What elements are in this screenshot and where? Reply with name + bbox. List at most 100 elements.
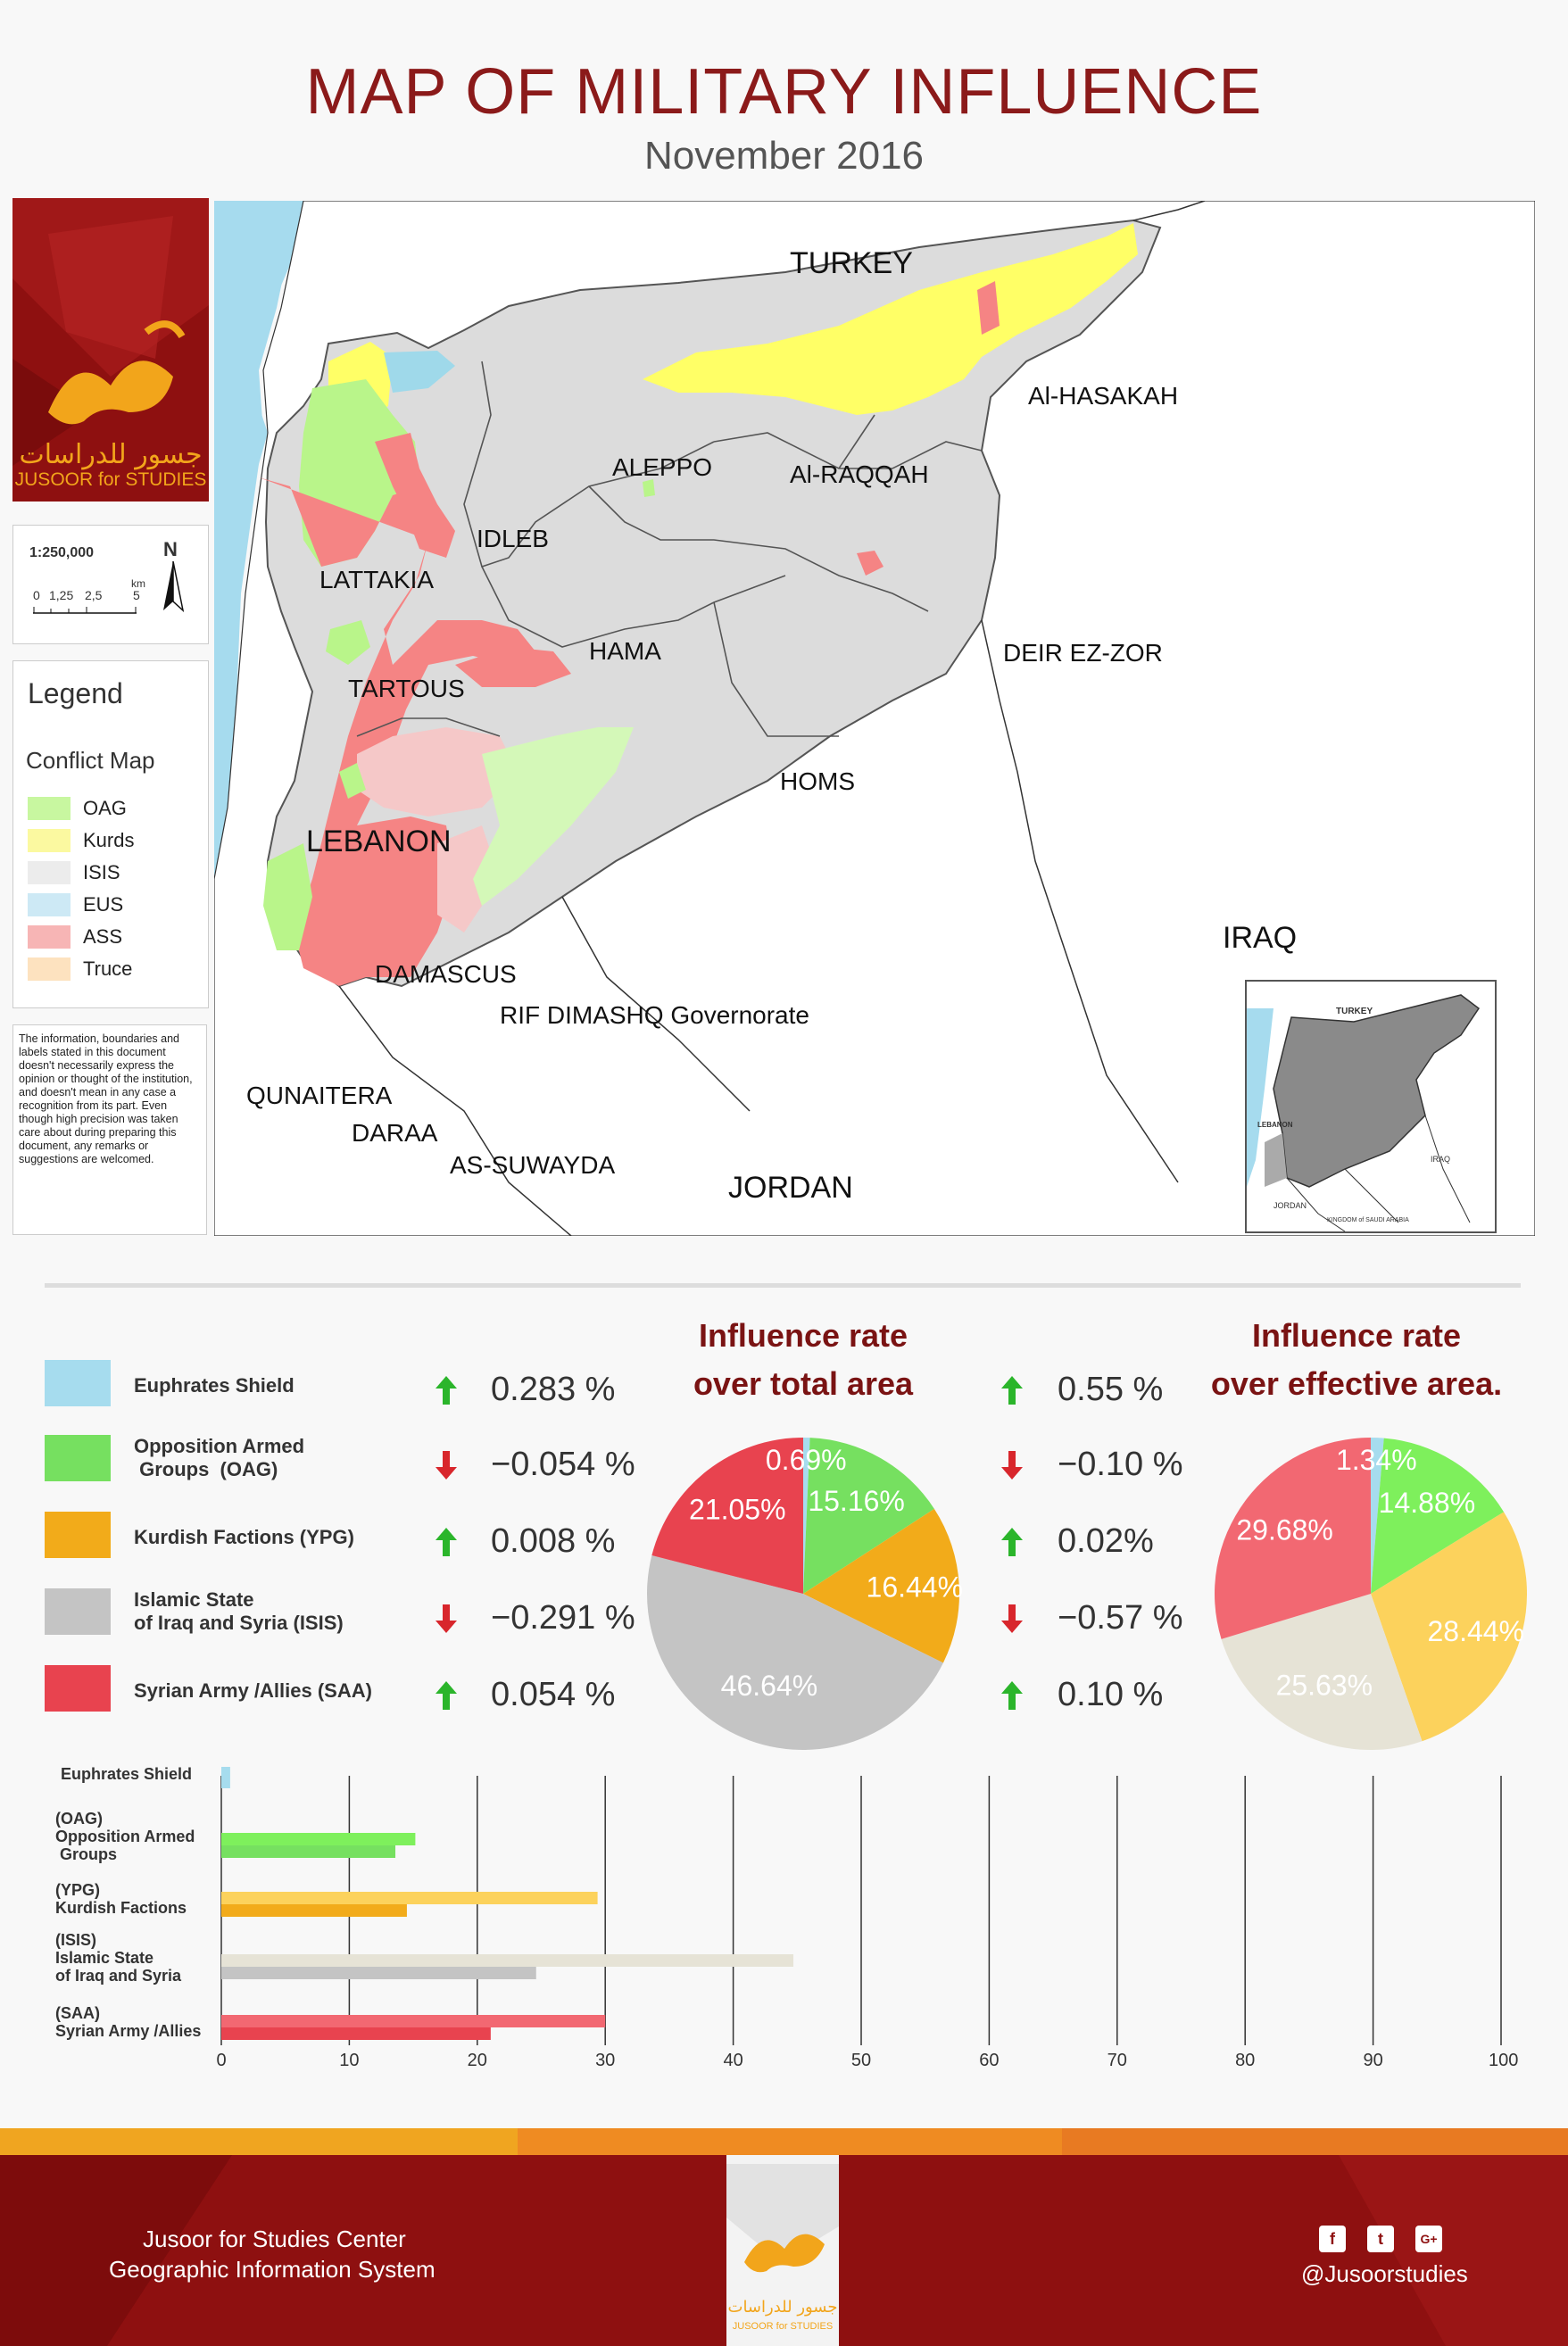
label-hasakah: Al-HASAKAH	[1028, 382, 1179, 410]
saa-hasakah-pocket	[977, 281, 1000, 335]
bar	[221, 1833, 416, 1845]
change-total-area: −0.054 %	[491, 1446, 635, 1483]
label-homs: HOMS	[780, 767, 855, 795]
footer-accent-bar-1	[0, 2128, 518, 2155]
footer-social-handle[interactable]: @Jusoorstudies	[1301, 2260, 1468, 2287]
label-deir-ez-zor: DEIR EZ-ZOR	[1003, 639, 1163, 667]
bar-chart-plot	[220, 1767, 1502, 2045]
faction-row: Islamic State of Iraq and Syria (ISIS)	[45, 1588, 598, 1647]
inset-label-iraq: IRAQ	[1431, 1155, 1451, 1164]
arrow-down-icon	[436, 1604, 457, 1633]
pie-data-label: 25.63%	[1276, 1669, 1373, 1701]
bar-category-label-line: (YPG)	[55, 1881, 101, 1899]
bar-category-label-line: (ISIS)	[55, 1931, 97, 1949]
legend-subtitle: Conflict Map	[26, 747, 155, 774]
bar-category-label-line: Groups	[55, 1845, 118, 1863]
pie-data-label: 1.34%	[1336, 1444, 1417, 1476]
bar	[221, 1904, 407, 1917]
pie-data-label: 0.69%	[766, 1444, 847, 1476]
label-as-suwayda: AS-SUWAYDA	[450, 1151, 616, 1179]
faction-row: Euphrates Shield	[45, 1360, 598, 1419]
faction-label-line: Kurdish Factions (YPG)	[134, 1526, 354, 1548]
footer-org-name: Jusoor for Studies Center	[143, 2226, 406, 2252]
arrow-up-icon	[1001, 1376, 1023, 1405]
faction-row: Opposition Armed Groups (OAG)	[45, 1435, 598, 1494]
footer-logo-english: JUSOOR for STUDIES	[732, 2321, 834, 2332]
bar-category-label-line: of Iraq and Syria	[55, 1967, 182, 1985]
page-subtitle: November 2016	[643, 134, 925, 178]
pie-slice	[1221, 1594, 1423, 1750]
faction-label: Opposition Armed Groups (OAG)	[134, 1435, 304, 1481]
change-total-area: 0.054 %	[491, 1676, 616, 1713]
page-title: MAP OF MILITARY INFLUENCE	[305, 56, 1263, 128]
pie-data-label: 21.05%	[689, 1493, 786, 1525]
faction-label: Islamic State of Iraq and Syria (ISIS)	[134, 1588, 344, 1635]
pie-total-title: Influence rate over total area	[625, 1312, 982, 1408]
pie-data-label: 15.16%	[808, 1485, 905, 1517]
label-lebanon: LEBANON	[306, 825, 452, 858]
saa-deir-ez-zor-pocket	[857, 551, 884, 576]
label-turkey: TURKEY	[790, 246, 913, 280]
change-effective-area: −0.10 %	[1058, 1446, 1183, 1483]
legend-label: Kurds	[83, 829, 135, 851]
label-damascus: DAMASCUS	[375, 960, 517, 988]
pie-total-title-line1: Influence rate	[698, 1317, 908, 1354]
faction-swatch	[45, 1588, 111, 1635]
scale-box: 1:250,000 N km 0 1,25 2,5 5	[12, 525, 209, 644]
pie-effective-title-line2: over effective area.	[1210, 1365, 1503, 1402]
bar-category-label: (OAG) Opposition Armed Groups	[55, 1810, 195, 1863]
bar	[221, 2027, 491, 2040]
north-arrow-icon	[163, 561, 185, 613]
faction-swatch	[45, 1360, 111, 1406]
label-rif-dimashq: RIF DIMASHQ Governorate	[500, 1001, 809, 1029]
pie-data-label: 14.88%	[1379, 1487, 1476, 1519]
facebook-icon[interactable]: f	[1319, 2226, 1346, 2252]
pie-slice	[646, 1555, 943, 1751]
pie-data-label: 29.68%	[1236, 1514, 1333, 1546]
pie-chart-effective-area: 1.34% 14.88% 28.44% 25.63% 29.68%	[1215, 1438, 1527, 1750]
bar-axis-tick: 70	[1107, 2051, 1127, 2070]
legend-swatch	[28, 957, 71, 981]
pie-slice	[1371, 1438, 1505, 1594]
footer-logo-arabic: جسور للدراسات	[727, 2298, 838, 2317]
bar-category-label-line: (OAG)	[55, 1810, 103, 1828]
scale-ratio: 1:250,000	[29, 545, 95, 560]
pie-chart-total-area: 0.69% 15.16% 16.44% 46.64% 21.05%	[646, 1438, 963, 1751]
kurdish-territory	[643, 223, 1138, 415]
change-total-area: 0.008 %	[491, 1522, 616, 1560]
legend-item: Kurds	[28, 827, 134, 854]
footer-background-shapes	[0, 2155, 1568, 2346]
inset-locator-map: TURKEY LEBANON IRAQ JORDAN KINGDOM of SA…	[1245, 980, 1497, 1233]
faction-label-line: of Iraq and Syria (ISIS)	[134, 1612, 344, 1634]
disclaimer-text: The information, boundaries and labels s…	[12, 1024, 207, 1235]
bar-category-label-line: Kurdish Factions	[55, 1899, 187, 1917]
legend-label: ISIS	[83, 861, 120, 883]
footer-logo-mark	[726, 2164, 839, 2273]
legend-item: OAG	[28, 795, 127, 822]
arrow-down-icon	[1001, 1604, 1023, 1633]
arrow-up-icon	[436, 1528, 457, 1556]
bar	[221, 1776, 230, 1788]
bar-category-label-line: (SAA)	[55, 2004, 100, 2022]
faction-label: Kurdish Factions (YPG)	[134, 1526, 354, 1549]
pie-slice	[1215, 1438, 1371, 1639]
footer-logo: جسور للدراسات JUSOOR for STUDIES	[726, 2155, 839, 2346]
change-total-area: −0.291 %	[491, 1599, 635, 1637]
faction-swatch	[45, 1665, 111, 1712]
arrow-up-icon	[1001, 1681, 1023, 1710]
legend-label: Truce	[83, 957, 133, 980]
legend-swatch	[28, 893, 71, 916]
scale-tick-1: 1,25	[49, 588, 74, 602]
bar-category-label: (ISIS) Islamic State of Iraq and Syria	[55, 1931, 181, 1985]
saa-light-southeast	[437, 825, 500, 933]
legend-label: ASS	[83, 925, 123, 948]
pie-slice	[651, 1438, 803, 1594]
twitter-icon[interactable]: t	[1367, 2226, 1394, 2252]
logo-english-text: JUSOOR for STUDIES	[14, 469, 207, 490]
change-effective-area: 0.55 %	[1058, 1371, 1164, 1408]
legend-swatch	[28, 925, 71, 949]
google-plus-icon[interactable]: G+	[1415, 2226, 1442, 2252]
arrow-up-icon	[436, 1376, 457, 1405]
scale-bar	[33, 607, 137, 614]
bar	[221, 1767, 230, 1776]
